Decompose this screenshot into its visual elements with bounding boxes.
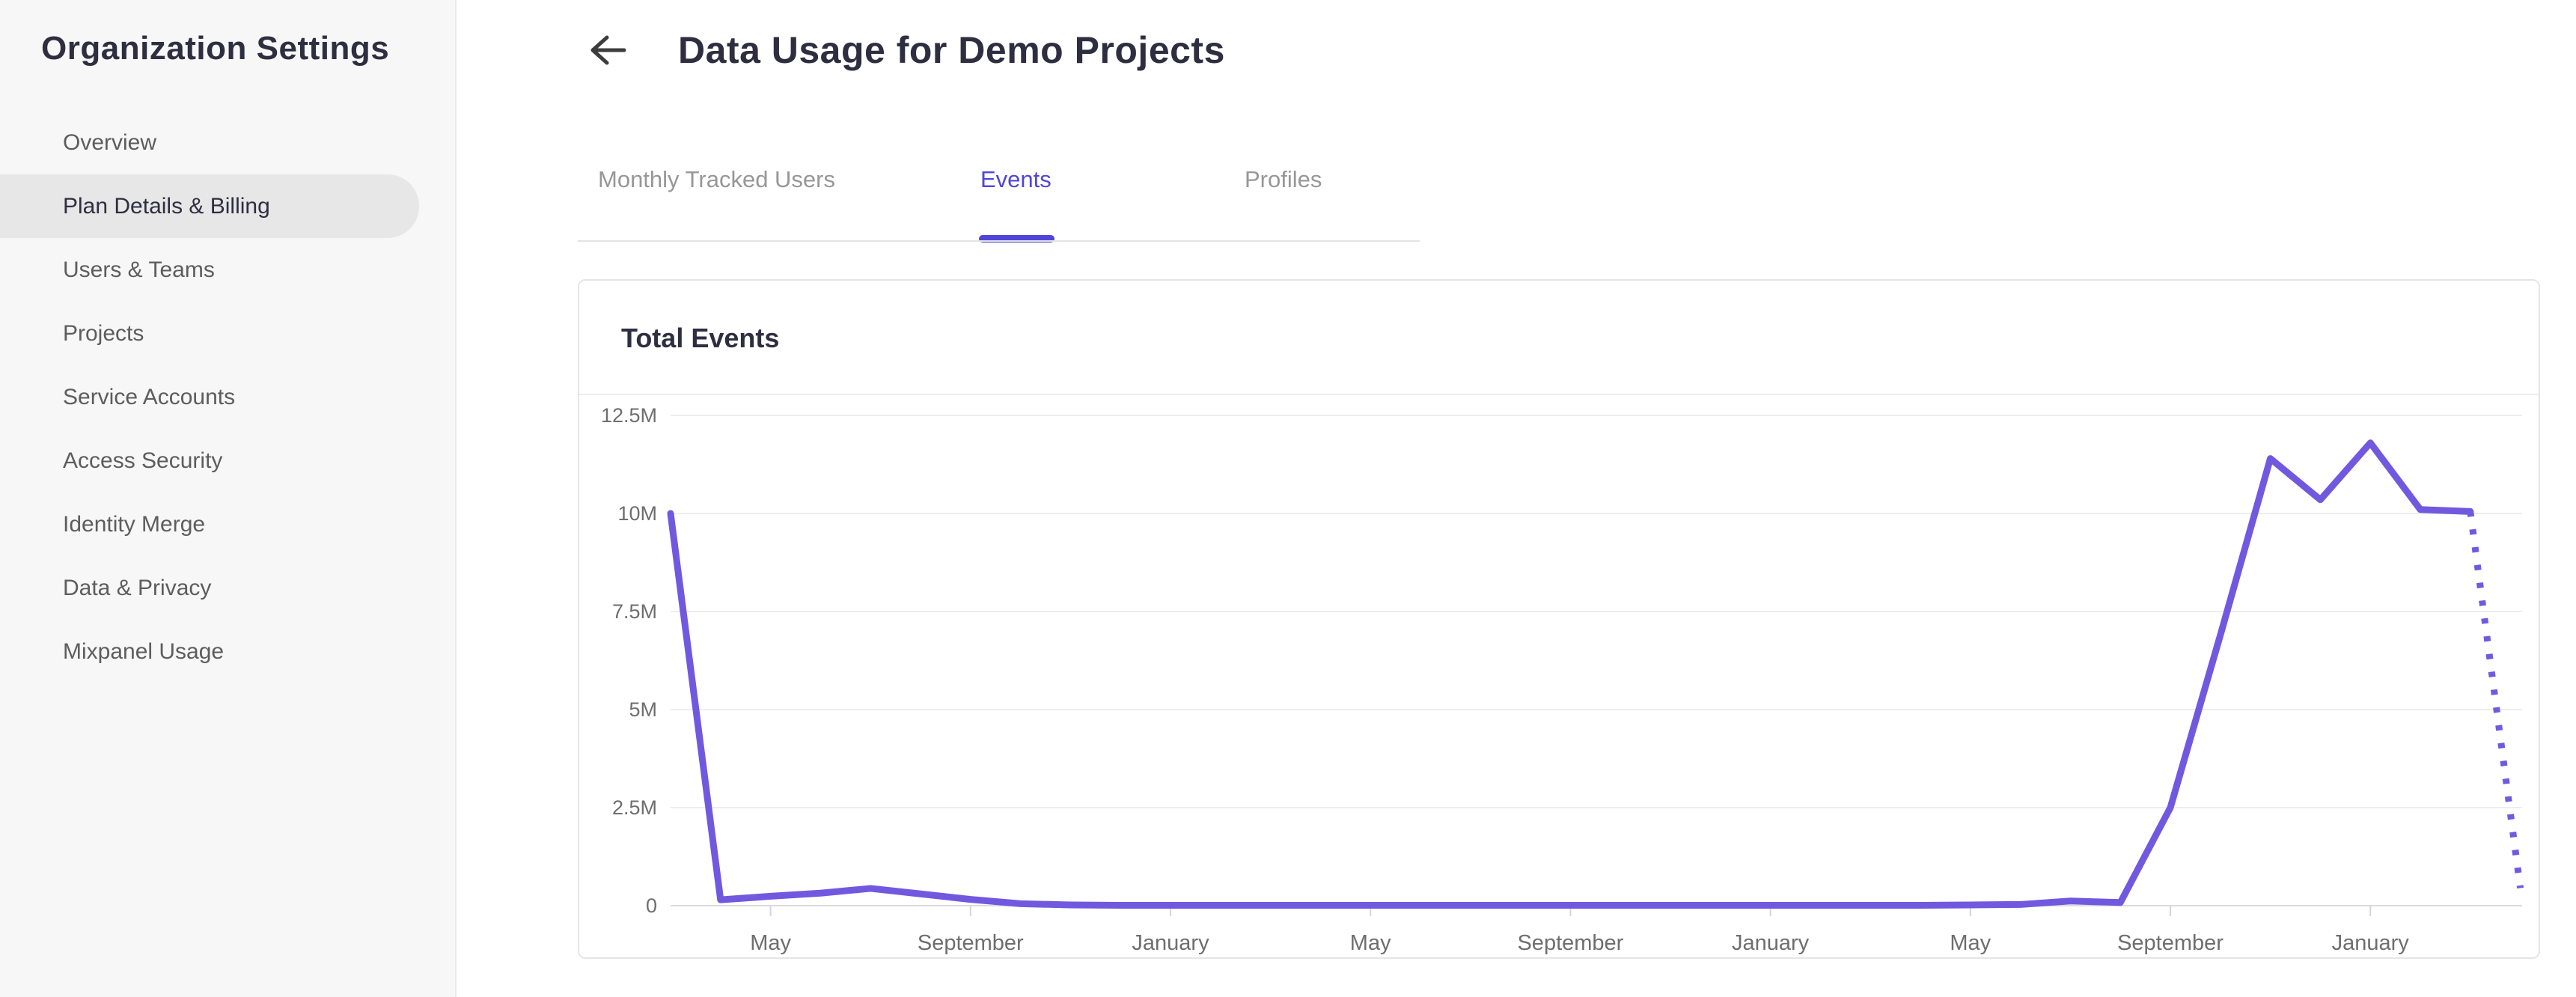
sidebar-item-label: Access Security	[63, 448, 223, 473]
sidebar: Organization Settings Overview Plan Deta…	[0, 0, 457, 997]
chart-title: Total Events	[621, 323, 780, 353]
arrow-left-icon	[588, 33, 627, 70]
sidebar-item-plan-details-billing[interactable]: Plan Details & Billing	[0, 174, 419, 238]
sidebar-item-access-security[interactable]: Access Security	[0, 429, 419, 493]
y-axis-label: 2.5M	[612, 796, 657, 819]
sidebar-item-label: Service Accounts	[63, 384, 236, 409]
y-axis-label: 0	[646, 894, 657, 917]
x-axis-label: January	[1132, 931, 1209, 955]
chart-canvas: 12.5M 10M 7.5M 5M 2.5M 0 May September January Ma…	[601, 404, 2524, 955]
y-axis-label: 12.5M	[601, 404, 657, 427]
active-tab-underline	[979, 235, 1054, 243]
card-divider	[579, 394, 2539, 395]
x-axis-label: January	[1732, 931, 1810, 955]
x-axis-label: May	[1350, 931, 1391, 955]
sidebar-item-label: Projects	[63, 320, 144, 346]
total-events-chart[interactable]: 12.5M 10M 7.5M 5M 2.5M 0 May September January Ma…	[579, 394, 2539, 957]
sidebar-item-projects[interactable]: Projects	[0, 302, 419, 365]
page-title: Data Usage for Demo Projects	[678, 29, 1225, 71]
y-axis-label: 7.5M	[612, 600, 657, 623]
sidebar-item-label: Identity Merge	[63, 511, 206, 537]
tab-profiles[interactable]: Profiles	[1245, 166, 1322, 192]
y-axis-label: 10M	[617, 502, 657, 525]
chart-line-projected	[2467, 510, 2524, 889]
sidebar-item-identity-merge[interactable]: Identity Merge	[0, 493, 419, 556]
tab-events[interactable]: Events	[980, 166, 1052, 192]
sidebar-item-mixpanel-usage[interactable]: Mixpanel Usage	[0, 620, 419, 683]
tab-monthly-tracked-users[interactable]: Monthly Tracked Users	[598, 166, 835, 192]
sidebar-item-label: Mixpanel Usage	[63, 638, 225, 664]
x-axis-label: January	[2332, 931, 2410, 955]
x-axis-label: September	[1517, 931, 1623, 955]
x-axis-label: September	[2117, 931, 2224, 955]
sidebar-title: Organization Settings	[41, 30, 390, 67]
sidebar-item-users-teams[interactable]: Users & Teams	[0, 238, 419, 302]
sidebar-item-label: Plan Details & Billing	[63, 193, 270, 219]
sidebar-item-overview[interactable]: Overview	[0, 111, 419, 174]
x-axis-label: May	[750, 931, 791, 955]
x-axis-label: May	[1950, 931, 1991, 955]
y-axis-label: 5M	[629, 698, 657, 721]
sidebar-item-service-accounts[interactable]: Service Accounts	[0, 365, 419, 429]
sidebar-item-label: Data & Privacy	[63, 575, 212, 600]
sidebar-nav: Overview Plan Details & Billing Users & …	[0, 111, 457, 683]
sidebar-item-data-privacy[interactable]: Data & Privacy	[0, 556, 419, 620]
sidebar-item-label: Overview	[63, 129, 157, 155]
chart-line	[667, 439, 2474, 909]
x-axis-label: September	[918, 931, 1024, 955]
sidebar-item-label: Users & Teams	[63, 257, 215, 282]
total-events-card: Total Events 12.5M 10M 7.5M 5M 2.5M 0 May Septe…	[578, 279, 2540, 959]
tabs-divider	[578, 240, 1420, 242]
back-button[interactable]	[585, 31, 630, 70]
